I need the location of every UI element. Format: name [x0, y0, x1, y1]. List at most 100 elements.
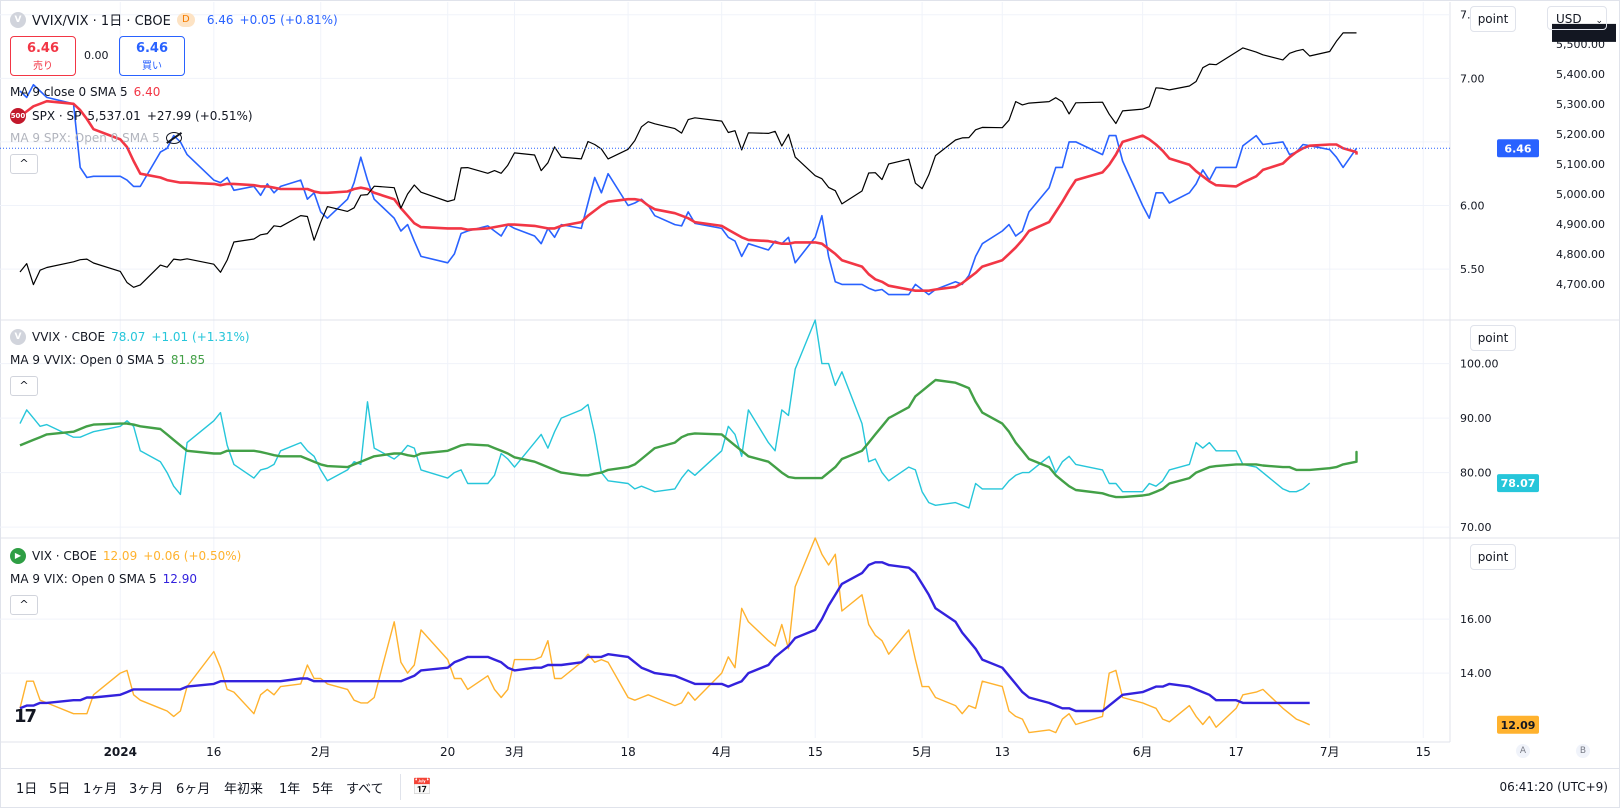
y-tick-label: 5.50 [1460, 263, 1485, 276]
scale-mode-button-2[interactable]: point [1470, 325, 1516, 351]
main-price: 6.46 [206, 12, 234, 27]
log-scale-button[interactable]: B [1576, 744, 1590, 758]
vix-ma-legend[interactable]: MA 9 VIX: Open 0 SMA 5 12.90 [10, 572, 197, 586]
currency-value: USD [1556, 12, 1582, 26]
chevron-down-icon: ⌄ [1595, 16, 1604, 26]
last-value-label: 6.46 [1504, 142, 1531, 155]
y-tick-label: 16.00 [1460, 613, 1492, 626]
spx-ma-legend[interactable]: MA 9 SPX: Open 0 SMA 5 [10, 131, 182, 145]
buy-label: 買い [142, 61, 162, 72]
series-line-ma-9-vvix [19, 378, 1358, 499]
range-1d[interactable]: 1日 [16, 782, 38, 797]
currency-select[interactable]: USD ⌄ [1547, 6, 1607, 30]
y2-tick-label: 4,700.00 [1556, 278, 1605, 291]
vix-legend[interactable]: ▶ VIX · CBOE 12.09 +0.06 (+0.50%) [10, 548, 241, 564]
range-6m[interactable]: 6ヶ月 [176, 782, 211, 797]
y2-tick-label: 5,000.00 [1556, 188, 1605, 201]
auto-scale-button[interactable]: A [1516, 744, 1530, 758]
y2-tick-label: 4,900.00 [1556, 218, 1605, 231]
vvix-title: VVIX · CBOE [32, 330, 106, 344]
x-tick-label: 4月 [712, 745, 732, 759]
vvix-change: +1.01 (+1.31%) [151, 330, 250, 344]
hidden-eye-icon[interactable] [165, 131, 182, 144]
last-value-tag [1497, 715, 1539, 734]
vix-title: VIX · CBOE [32, 549, 97, 563]
x-tick-label: 3月 [505, 745, 525, 759]
sell-button[interactable]: 6.46 売り [10, 36, 76, 76]
series-line-vvix-vix [19, 83, 1358, 296]
series-line-vix [19, 537, 1310, 734]
collapse-legend-button-1[interactable]: ^ [10, 154, 38, 174]
x-tick-label: 2月 [311, 745, 331, 759]
clock-time: 06:41:20 (UTC+9) [1499, 780, 1608, 794]
spx-last-tag [1552, 23, 1616, 42]
main-change: +0.05 (+0.81%) [239, 12, 338, 27]
spx-legend[interactable]: 500 SPX · SP 5,537.01 +27.99 (+0.51%) [10, 108, 253, 124]
divider [400, 774, 401, 800]
x-tick-label: 2024 [104, 745, 137, 759]
sell-label: 売り [33, 61, 53, 72]
series-line-ma-9-vix [19, 561, 1310, 713]
y-tick-label: 14.00 [1460, 667, 1492, 680]
x-tick-label: 18 [620, 745, 635, 759]
vvix-ma-value: 81.85 [170, 353, 206, 367]
spread-value: 0.00 [84, 49, 109, 62]
ma-value: 6.40 [133, 85, 161, 99]
x-tick-label: 15 [1416, 745, 1431, 759]
x-tick-label: 6月 [1133, 745, 1153, 759]
y2-tick-label: 5,300.00 [1556, 98, 1605, 111]
x-tick-label: 15 [808, 745, 823, 759]
y2-tick-label: 5,200.00 [1556, 128, 1605, 141]
y2-tick-label: 5,400.00 [1556, 68, 1605, 81]
x-tick-label: 17 [1229, 745, 1244, 759]
delay-badge: D [176, 12, 195, 27]
last-value-tag [1497, 139, 1539, 158]
y-tick-label: 80.00 [1460, 467, 1492, 480]
symbol-v-icon: V [10, 11, 26, 28]
vix-play-icon: ▶ [10, 548, 26, 564]
calendar-goto-icon[interactable]: 📅 [412, 777, 432, 796]
collapse-legend-button-2[interactable]: ^ [10, 376, 38, 396]
ma-label: MA 9 close 0 SMA 5 [10, 85, 128, 99]
sell-price: 6.46 [26, 41, 60, 56]
collapse-legend-button-3[interactable]: ^ [10, 595, 38, 615]
y-tick-label: 7.00 [1460, 72, 1485, 85]
spx-price: 5,537.01 [87, 109, 141, 123]
y-tick-label: 100.00 [1460, 358, 1499, 371]
vvix-ma-label: MA 9 VVIX: Open 0 SMA 5 [10, 353, 165, 367]
symbol-v-icon: V [10, 329, 26, 345]
y-tick-label: 6.00 [1460, 200, 1485, 213]
scale-mode-button-3[interactable]: point [1470, 544, 1516, 570]
range-ytd[interactable]: 年初来 [224, 782, 264, 797]
range-3m[interactable]: 3ヶ月 [129, 782, 164, 797]
ma-legend[interactable]: MA 9 close 0 SMA 5 6.40 [10, 85, 160, 99]
scale-mode-button-1[interactable]: point [1470, 6, 1516, 32]
last-value-label: 78.07 [1501, 477, 1536, 490]
range-1m[interactable]: 1ヶ月 [83, 782, 118, 797]
vix-price: 12.09 [102, 549, 138, 563]
y-tick-label: 70.00 [1460, 521, 1492, 534]
vix-ma-label: MA 9 VIX: Open 0 SMA 5 [10, 572, 157, 586]
y2-tick-label: 5,100.00 [1556, 158, 1605, 171]
main-title[interactable]: VVIX/VIX · 1日 · CBOE [32, 14, 171, 29]
series-line-spx [19, 32, 1357, 288]
spx-500-icon: 500 [10, 108, 26, 124]
range-5d[interactable]: 5日 [49, 782, 71, 797]
buy-button[interactable]: 6.46 買い [119, 36, 185, 76]
buy-price: 6.46 [135, 41, 169, 56]
spx-change: +27.99 (+0.51%) [146, 109, 253, 123]
range-1y[interactable]: 1年 [279, 782, 301, 797]
x-tick-label: 13 [995, 745, 1010, 759]
range-all[interactable]: すべて [346, 782, 384, 797]
last-value-tag [1497, 474, 1539, 493]
vvix-price: 78.07 [111, 330, 146, 344]
main-legend: V VVIX/VIX · 1日 · CBOE D 6.46 +0.05 (+0.… [10, 10, 338, 29]
vvix-ma-legend[interactable]: MA 9 VVIX: Open 0 SMA 5 81.85 [10, 353, 205, 367]
range-5y[interactable]: 5年 [312, 782, 334, 797]
bottom-toolbar: 1日 5日 1ヶ月 3ヶ月 6ヶ月 年初来 1年 5年 すべて 📅 06:41:… [0, 768, 1620, 808]
x-tick-label: 5月 [912, 745, 932, 759]
y-tick-label: 90.00 [1460, 412, 1492, 425]
tradingview-logo-icon[interactable]: 17 [14, 706, 37, 727]
vvix-legend[interactable]: V VVIX · CBOE 78.07 +1.01 (+1.31%) [10, 329, 250, 345]
